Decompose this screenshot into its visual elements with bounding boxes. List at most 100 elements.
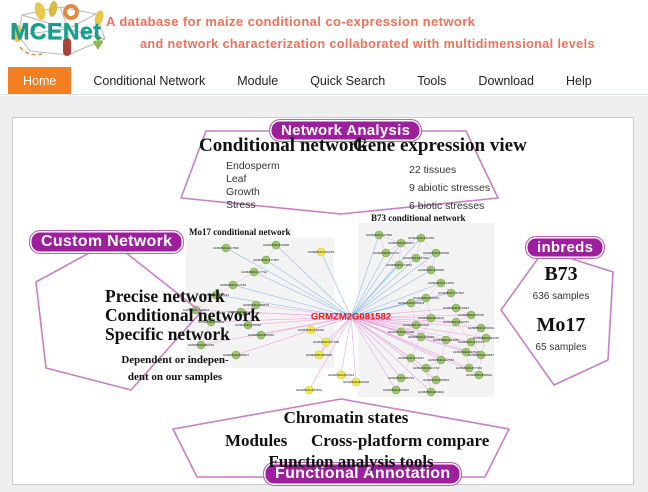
- inbreds-panel: B73 636 samples Mo17 65 samples: [505, 263, 617, 365]
- svg-text:GRMZM2G081582: GRMZM2G081582: [311, 312, 391, 323]
- list-item: 22 tissues: [409, 164, 457, 176]
- svg-text:GRMZM2G021733: GRMZM2G021733: [413, 366, 439, 370]
- nav-item-conditional-network[interactable]: Conditional Network: [93, 73, 206, 88]
- conditional-network-heading: Conditional network: [199, 135, 368, 156]
- main-nav: Home Conditional Network Module Quick Se…: [0, 67, 648, 95]
- svg-text:Mo17 conditional network: Mo17 conditional network: [189, 227, 291, 237]
- list-item: 6 biotic stresses: [409, 200, 485, 212]
- svg-text:GRMZM2G170492: GRMZM2G170492: [235, 323, 261, 327]
- cross-platform-compare-label: Cross-platform compare: [311, 431, 490, 450]
- note-line: Dependent or indepen-: [121, 354, 229, 366]
- overview-diagram: Mo17 conditional network B73 conditional …: [12, 117, 634, 486]
- svg-text:GRMZM2G048007: GRMZM2G048007: [223, 353, 249, 357]
- nav-item-help[interactable]: Help: [566, 73, 592, 88]
- custom-network-note: Dependent or indepen- dent on our sample…: [109, 352, 241, 386]
- svg-text:GRMZM2G090807: GRMZM2G090807: [388, 241, 414, 245]
- svg-text:GRMZM2G051286: GRMZM2G051286: [228, 310, 254, 314]
- svg-text:GRMZM2G148346: GRMZM2G148346: [298, 328, 324, 332]
- list-item: Leaf: [226, 173, 247, 185]
- svg-text:GRMZM2G158032: GRMZM2G158032: [468, 326, 494, 330]
- svg-text:GRMZM5G888888: GRMZM5G888888: [306, 353, 332, 357]
- modules-label: Modules: [225, 431, 288, 450]
- svg-text:GRMZM2G127948: GRMZM2G127948: [313, 340, 339, 344]
- svg-text:GRMZM2G107182: GRMZM2G107182: [220, 283, 246, 287]
- svg-text:GRMZM2G123408: GRMZM2G123408: [263, 243, 289, 247]
- svg-text:GRMZM2G078640: GRMZM2G078640: [198, 320, 224, 324]
- svg-text:GRMZM2G103547: GRMZM2G103547: [398, 356, 424, 360]
- inbreds-badge: inbreds: [525, 236, 606, 259]
- svg-text:GRMZM2G101039: GRMZM2G101039: [408, 236, 434, 240]
- svg-text:GRMZM2G117794: GRMZM2G117794: [241, 270, 267, 274]
- list-item: Stress: [226, 199, 256, 211]
- svg-text:GRMZM2G094445: GRMZM2G094445: [473, 336, 499, 340]
- svg-text:GRMZM2G158086: GRMZM2G158086: [418, 268, 444, 272]
- svg-text:GRMZM2G084842: GRMZM2G084842: [418, 390, 444, 394]
- svg-text:GRMZM2G104542: GRMZM2G104542: [383, 388, 409, 392]
- list-item: Endosperm: [226, 160, 280, 172]
- list-item: Precise network: [105, 286, 225, 306]
- svg-text:GRMZM2G585032: GRMZM2G585032: [248, 333, 274, 337]
- svg-text:GRMZM2G003154: GRMZM2G003154: [418, 316, 444, 320]
- svg-text:GRMZM2G042757: GRMZM2G042757: [443, 320, 469, 324]
- nav-item-home[interactable]: Home: [8, 67, 72, 94]
- nav-item-quick-search[interactable]: Quick Search: [310, 73, 386, 88]
- custom-network-badge: Custom Network: [29, 230, 185, 254]
- inbred-samples-b73: 636 samples: [532, 291, 590, 302]
- site-tagline-line1: A database for maize conditional co-expr…: [106, 14, 476, 29]
- svg-text:GRMZM2G114455: GRMZM2G114455: [428, 281, 454, 285]
- inbred-samples-mo17: 65 samples: [535, 342, 587, 353]
- svg-text:B73 conditional network: B73 conditional network: [371, 213, 466, 223]
- svg-text:GRMZM2G703756: GRMZM2G703756: [308, 250, 334, 254]
- note-line: dent on our samples: [127, 371, 223, 383]
- svg-text:GRMZM2G019648: GRMZM2G019648: [408, 335, 434, 339]
- gene-expression-list: 22 tissues 9 abiotic stresses 6 biotic s…: [409, 161, 490, 215]
- chromatin-states-label: Chromatin states: [283, 408, 409, 427]
- svg-text:GRMZM2G103180: GRMZM2G103180: [423, 251, 449, 255]
- svg-text:GRMZM2G117890: GRMZM2G117890: [213, 246, 239, 250]
- svg-text:GRMZM2G107899: GRMZM2G107899: [366, 233, 392, 237]
- svg-text:GRMZM2G137527: GRMZM2G137527: [453, 350, 479, 354]
- svg-text:GRMZM2G084365: GRMZM2G084365: [433, 338, 459, 342]
- svg-text:GRMZM2G153044: GRMZM2G153044: [203, 293, 229, 297]
- nav-item-tools[interactable]: Tools: [417, 73, 447, 88]
- mcenet-logo: MCENet: [8, 1, 114, 65]
- svg-text:GRMZM2G157567: GRMZM2G157567: [438, 291, 464, 295]
- functional-annotation-badge: Functional Annotation: [263, 462, 463, 486]
- custom-network-options: Precise network Conditional network Spec…: [105, 287, 260, 344]
- svg-text:GRMZM2G052542: GRMZM2G052542: [328, 373, 354, 377]
- svg-text:GRMZM2G158014: GRMZM2G158014: [413, 296, 439, 300]
- coexpression-network-graph: Mo17 conditional network B73 conditional …: [183, 213, 499, 397]
- svg-text:GRMZM2G035791: GRMZM2G035791: [388, 376, 414, 380]
- logo-wordmark: MCENet: [10, 18, 102, 44]
- inbred-name-b73: B73: [544, 263, 578, 285]
- app-header: MCENet A database for maize conditional …: [0, 0, 648, 67]
- svg-text:GRMZM2G159876: GRMZM2G159876: [296, 388, 322, 392]
- list-item: Growth: [226, 186, 260, 198]
- svg-text:GRMZM2G077036: GRMZM2G077036: [456, 366, 482, 370]
- svg-text:GRMZM2G628540: GRMZM2G628540: [466, 373, 492, 377]
- gene-expression-view-heading: Gene expression view: [353, 135, 527, 156]
- svg-text:GRMZM2G102474: GRMZM2G102474: [373, 251, 399, 255]
- function-analysis-tools-label: Function analysis tools: [268, 452, 434, 471]
- svg-text:GRMZM2G074851: GRMZM2G074851: [386, 263, 412, 267]
- svg-text:GRMZM2G037467: GRMZM2G037467: [403, 256, 429, 260]
- svg-text:GRMZM2G031098: GRMZM2G031098: [388, 330, 414, 334]
- svg-text:GRMZM2G133794: GRMZM2G133794: [458, 340, 484, 344]
- list-item: Specific network: [105, 324, 230, 344]
- nav-item-download[interactable]: Download: [478, 73, 535, 88]
- svg-text:GRMZM2G035584: GRMZM2G035584: [423, 378, 449, 382]
- svg-text:GRMZM2G227783: GRMZM2G227783: [428, 358, 454, 362]
- svg-text:GRMZM2G105857: GRMZM2G105857: [468, 353, 494, 357]
- list-item: Conditional network: [105, 305, 261, 325]
- nav-item-module[interactable]: Module: [237, 73, 279, 88]
- conditional-network-list: Endosperm Leaf Growth Stress: [226, 160, 280, 212]
- inbred-name-mo17: Mo17: [536, 314, 586, 336]
- maize-network-logo-icon: [14, 1, 106, 56]
- svg-text:GRMZM2G812526: GRMZM2G812526: [343, 380, 369, 384]
- svg-text:GRMZM2G078782: GRMZM2G078782: [458, 313, 484, 317]
- site-tagline-line2: and network characterization collaborate…: [140, 37, 595, 51]
- svg-text:GRMZM2G079843: GRMZM2G079843: [443, 306, 469, 310]
- svg-text:GRMZM2G080016: GRMZM2G080016: [403, 323, 429, 327]
- list-item: 9 abiotic stresses: [409, 182, 491, 194]
- network-analysis-badge: Network Analysis: [269, 119, 423, 142]
